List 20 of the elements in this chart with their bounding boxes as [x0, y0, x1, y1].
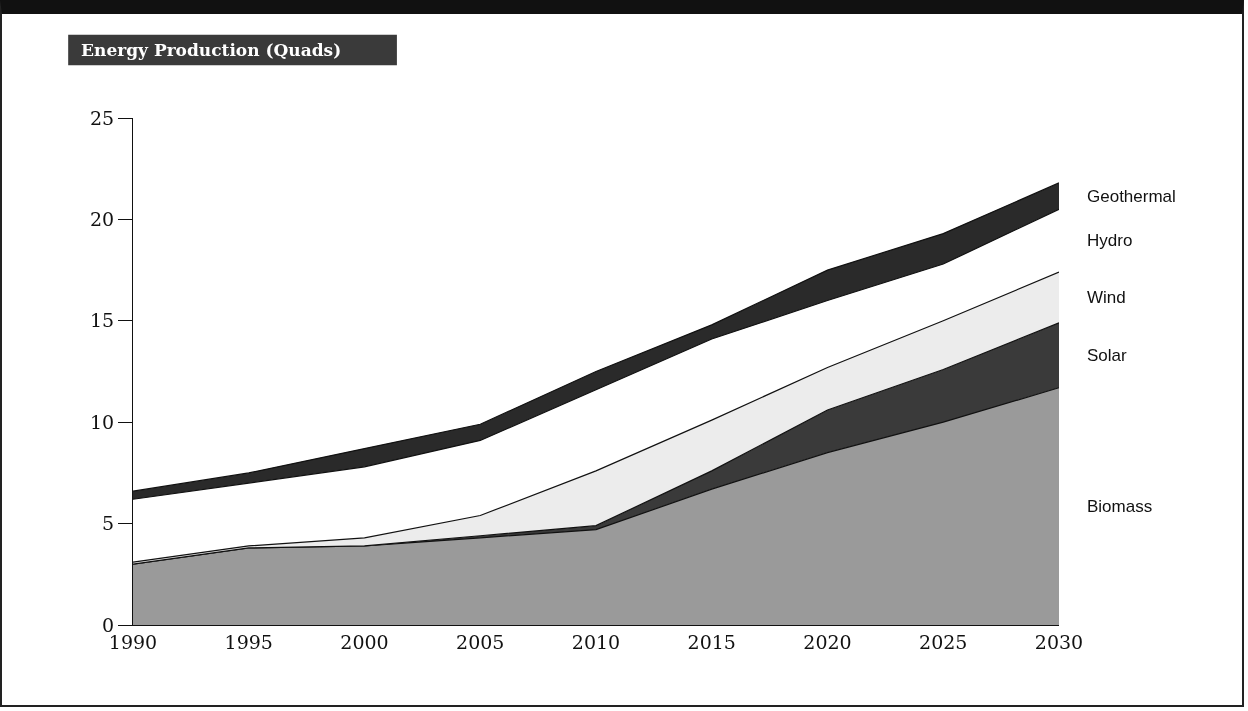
- series-label: Hydro: [1087, 231, 1133, 250]
- series-label: Geothermal: [1087, 187, 1176, 206]
- y-tick-label: 20: [90, 208, 115, 231]
- y-tick-label: 5: [102, 512, 115, 535]
- chart-title: Energy Production (Quads): [81, 39, 342, 60]
- text: Biomass: [1087, 497, 1153, 516]
- x-tick-label: 2025: [919, 630, 968, 653]
- y-tick-label: 0: [102, 613, 115, 636]
- y-tick-label: 15: [90, 309, 115, 332]
- x-tick-label: 2030: [1034, 630, 1084, 653]
- x-tick-label: 2015: [687, 630, 736, 653]
- y-tick-label: 25: [90, 106, 115, 129]
- series-label: Solar: [1087, 346, 1128, 365]
- x-tick-label: 2005: [456, 630, 505, 653]
- x-tick-label: 2000: [340, 630, 389, 653]
- x-tick-label: 2010: [571, 630, 621, 653]
- x-tick-label: 2020: [803, 630, 852, 653]
- y-tick-label: 10: [90, 410, 115, 433]
- series-label: Wind: [1087, 288, 1126, 307]
- x-tick-label: 1995: [224, 630, 273, 653]
